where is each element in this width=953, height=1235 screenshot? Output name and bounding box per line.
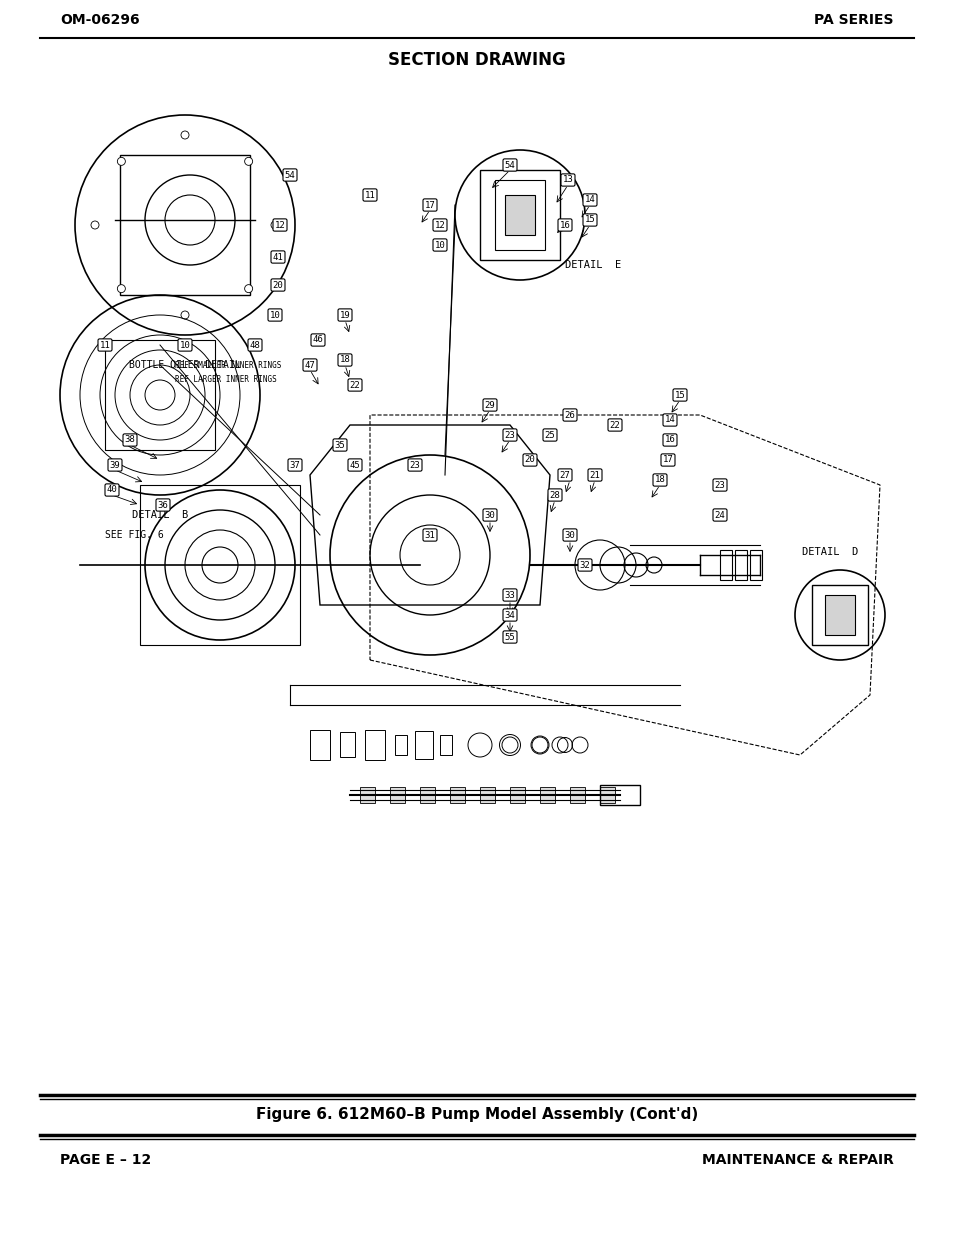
Text: DETAIL  D: DETAIL D: [801, 547, 858, 557]
Text: 38: 38: [125, 436, 135, 445]
Text: 40: 40: [107, 485, 117, 494]
Bar: [504, 195, 535, 235]
Bar: [599, 785, 639, 805]
Text: 35: 35: [335, 441, 345, 450]
Text: 48: 48: [250, 341, 260, 350]
Bar: [749, 550, 761, 580]
Bar: [359, 787, 375, 803]
Bar: [390, 787, 405, 803]
Text: 45: 45: [349, 461, 360, 469]
Text: 25: 25: [544, 431, 555, 440]
Text: 30: 30: [484, 510, 495, 520]
Bar: [415, 731, 433, 760]
Circle shape: [181, 131, 189, 140]
Text: 16: 16: [664, 436, 675, 445]
Text: 11: 11: [99, 341, 111, 350]
Bar: [339, 732, 355, 757]
Bar: [495, 180, 544, 249]
Bar: [811, 585, 867, 645]
Text: 26: 26: [564, 410, 575, 420]
Text: 36: 36: [157, 500, 168, 510]
Text: 54: 54: [284, 170, 295, 179]
Text: 31: 31: [424, 531, 435, 540]
Text: 16: 16: [559, 221, 570, 230]
Text: 39: 39: [110, 461, 120, 469]
Text: BOTTLE OILER DETAIL: BOTTLE OILER DETAIL: [129, 359, 240, 370]
Text: 20: 20: [273, 280, 283, 289]
Bar: [310, 730, 330, 760]
Text: 23: 23: [409, 461, 420, 469]
Circle shape: [117, 157, 125, 165]
Bar: [105, 340, 214, 450]
Text: 10: 10: [179, 341, 191, 350]
Bar: [539, 787, 555, 803]
Text: 29: 29: [484, 400, 495, 410]
Text: 21: 21: [589, 471, 599, 479]
Text: 55: 55: [504, 632, 515, 641]
Text: 41: 41: [273, 252, 283, 262]
Bar: [569, 787, 584, 803]
Text: 54: 54: [504, 161, 515, 169]
Bar: [365, 730, 385, 760]
Bar: [479, 787, 495, 803]
Text: 11: 11: [364, 190, 375, 200]
Text: PAGE E – 12: PAGE E – 12: [60, 1153, 152, 1167]
Text: SECTION DRAWING: SECTION DRAWING: [388, 51, 565, 69]
Text: 10: 10: [435, 241, 445, 249]
Text: DETAIL  B: DETAIL B: [132, 510, 188, 520]
Text: 14: 14: [664, 415, 675, 425]
Bar: [479, 170, 559, 261]
Text: 47: 47: [304, 361, 315, 369]
Text: SEE FIG. 6: SEE FIG. 6: [105, 530, 164, 540]
Text: 18: 18: [339, 356, 350, 364]
Text: 15: 15: [584, 215, 595, 225]
Text: 17: 17: [662, 456, 673, 464]
Text: 10: 10: [270, 310, 280, 320]
Text: 18: 18: [654, 475, 664, 484]
Bar: [824, 595, 854, 635]
Text: 22: 22: [609, 420, 619, 430]
Text: 24: 24: [714, 510, 724, 520]
Text: Figure 6. 612M60–B Pump Model Assembly (Cont'd): Figure 6. 612M60–B Pump Model Assembly (…: [255, 1108, 698, 1123]
Circle shape: [244, 157, 253, 165]
Bar: [599, 787, 615, 803]
Circle shape: [117, 284, 125, 293]
Text: 33: 33: [504, 590, 515, 599]
Text: 32: 32: [579, 561, 590, 569]
Text: MAINTENANCE & REPAIR: MAINTENANCE & REPAIR: [701, 1153, 893, 1167]
Text: 34: 34: [504, 610, 515, 620]
Bar: [419, 787, 435, 803]
Text: 17: 17: [424, 200, 435, 210]
Text: REF LARGER INNER RINGS: REF LARGER INNER RINGS: [174, 375, 276, 384]
Text: 20: 20: [524, 456, 535, 464]
Bar: [395, 735, 407, 755]
Circle shape: [91, 221, 99, 228]
Text: 30: 30: [564, 531, 575, 540]
Text: DETAIL  E: DETAIL E: [564, 261, 620, 270]
Text: 37: 37: [290, 461, 300, 469]
Text: 12: 12: [435, 221, 445, 230]
Bar: [734, 550, 746, 580]
Bar: [720, 550, 731, 580]
Text: 46: 46: [313, 336, 323, 345]
Text: 22: 22: [349, 380, 360, 389]
Text: 23: 23: [714, 480, 724, 489]
Text: 13: 13: [562, 175, 573, 184]
Circle shape: [244, 284, 253, 293]
Bar: [439, 735, 452, 755]
Circle shape: [271, 221, 278, 228]
Text: 28: 28: [549, 490, 559, 499]
Text: 15: 15: [674, 390, 684, 399]
Text: OM-06296: OM-06296: [60, 14, 139, 27]
Text: 23: 23: [504, 431, 515, 440]
Text: PA SERIES: PA SERIES: [814, 14, 893, 27]
Circle shape: [181, 311, 189, 319]
Text: 19: 19: [339, 310, 350, 320]
Text: 27: 27: [559, 471, 570, 479]
Text: 12: 12: [274, 221, 285, 230]
Text: REF SMALLER INNER RINGS: REF SMALLER INNER RINGS: [174, 361, 281, 369]
Bar: [510, 787, 524, 803]
Bar: [450, 787, 464, 803]
Text: 14: 14: [584, 195, 595, 205]
